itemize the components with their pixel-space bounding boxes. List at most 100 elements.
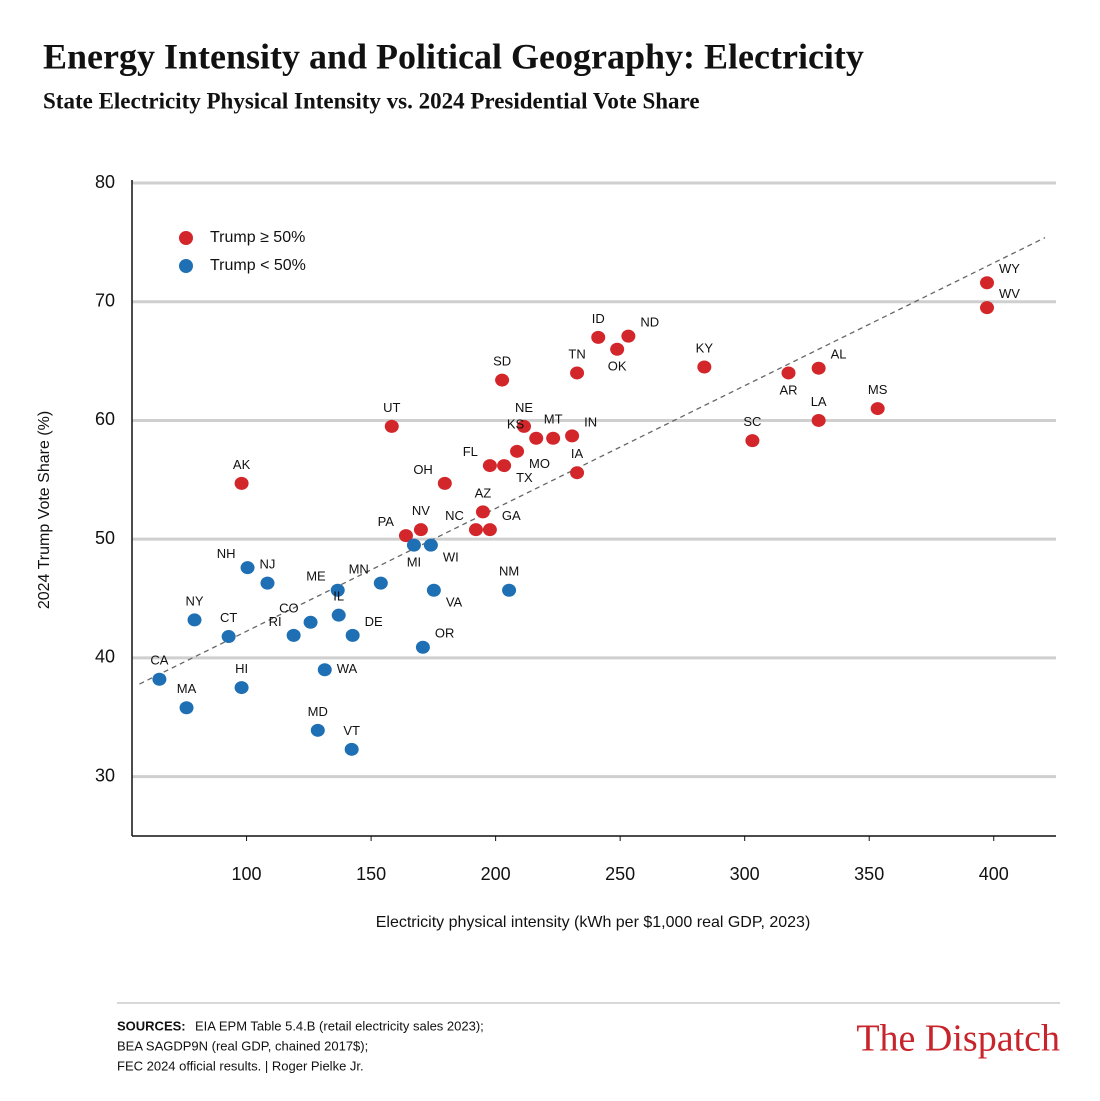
point-label: WA [337,661,358,676]
point-label: NV [412,503,430,518]
y-tick-label: 70 [95,290,115,310]
x-tick-label: 100 [232,864,262,884]
point [423,538,438,552]
point [373,576,388,590]
y-tick-label: 60 [95,409,115,429]
point-label: AZ [475,485,492,500]
legend-label: Trump ≥ 50% [210,229,305,246]
point-label: CT [220,610,237,625]
point-label: MD [308,704,328,719]
point [980,276,995,290]
legend-marker [179,231,193,245]
chart-subtitle: State Electricity Physical Intensity vs.… [43,88,700,113]
sources-line: BEA SAGDP9N (real GDP, chained 2017$); [117,1038,368,1053]
point [286,628,301,642]
y-tick-label: 80 [95,172,115,192]
point-label: NH [217,546,236,561]
point-label: MN [349,562,369,577]
point-label: KS [507,417,525,432]
point [565,429,580,443]
point-label: VT [343,723,360,738]
y-tick-label: 50 [95,528,115,548]
point [179,701,194,715]
point-label: ME [306,569,326,584]
point-label: AL [831,347,847,362]
point-label: TX [516,470,533,485]
point-label: FL [463,444,478,459]
legend-label: Trump < 50% [210,257,306,274]
point-label: MO [529,456,550,471]
point-label: WV [999,286,1020,301]
point-label: LA [811,394,827,409]
point [187,613,202,627]
point [745,434,760,448]
chart-title: Energy Intensity and Political Geography… [43,36,864,76]
point [980,301,995,315]
point-label: WY [999,261,1020,276]
point-label: IA [571,446,584,461]
point [517,419,532,433]
point-label: KY [696,340,714,355]
point [384,419,399,433]
point [495,373,510,387]
point-label: NE [515,400,533,415]
y-tick-label: 30 [95,765,115,785]
point [621,329,636,343]
point [811,413,826,427]
point [234,681,249,695]
point [510,444,525,458]
point [345,628,360,642]
point [468,523,483,537]
x-tick-label: 250 [605,864,635,884]
trend-line [139,237,1046,685]
point [330,583,345,597]
point-label: WI [443,550,459,565]
point [426,583,441,597]
x-tick-label: 300 [730,864,760,884]
point [437,476,452,490]
point [781,366,796,380]
sources-label: SOURCES: [117,1018,186,1033]
point-label: PA [378,514,395,529]
point [502,583,517,597]
point [221,630,236,644]
point-label: IL [333,589,344,604]
y-tick-label: 40 [95,647,115,667]
point-label: OK [608,359,627,374]
x-tick-label: 150 [356,864,386,884]
point [475,505,490,519]
point-label: CA [150,653,168,668]
point-label: TN [568,346,585,361]
point [415,640,430,654]
point [310,723,325,737]
point [482,459,497,473]
point [331,608,346,622]
point-label: CO [279,601,299,616]
x-tick-label: 200 [481,864,511,884]
x-tick-label: 400 [979,864,1009,884]
point-label: NM [499,564,519,579]
point-label: VA [446,595,463,610]
point-label: GA [502,508,521,523]
point [344,742,359,756]
point [546,431,561,445]
y-axis-label: 2024 Trump Vote Share (%) [36,411,53,609]
point [413,523,428,537]
sources-line: EIA EPM Table 5.4.B (retail electricity … [195,1018,484,1033]
point-label: OR [435,626,455,641]
point [811,361,826,375]
point [398,529,413,543]
point [234,476,249,490]
point [591,330,606,344]
sources-line: FEC 2024 official results. | Roger Pielk… [117,1058,364,1073]
point-label: HI [235,661,248,676]
point-label: MA [177,681,197,696]
point-label: MT [544,412,563,427]
point [240,561,255,575]
point [529,431,544,445]
point-label: AR [779,382,797,397]
point-label: NC [445,508,464,523]
brand: The Dispatch [856,1018,1060,1060]
legend-marker [179,259,193,273]
point [570,366,585,380]
